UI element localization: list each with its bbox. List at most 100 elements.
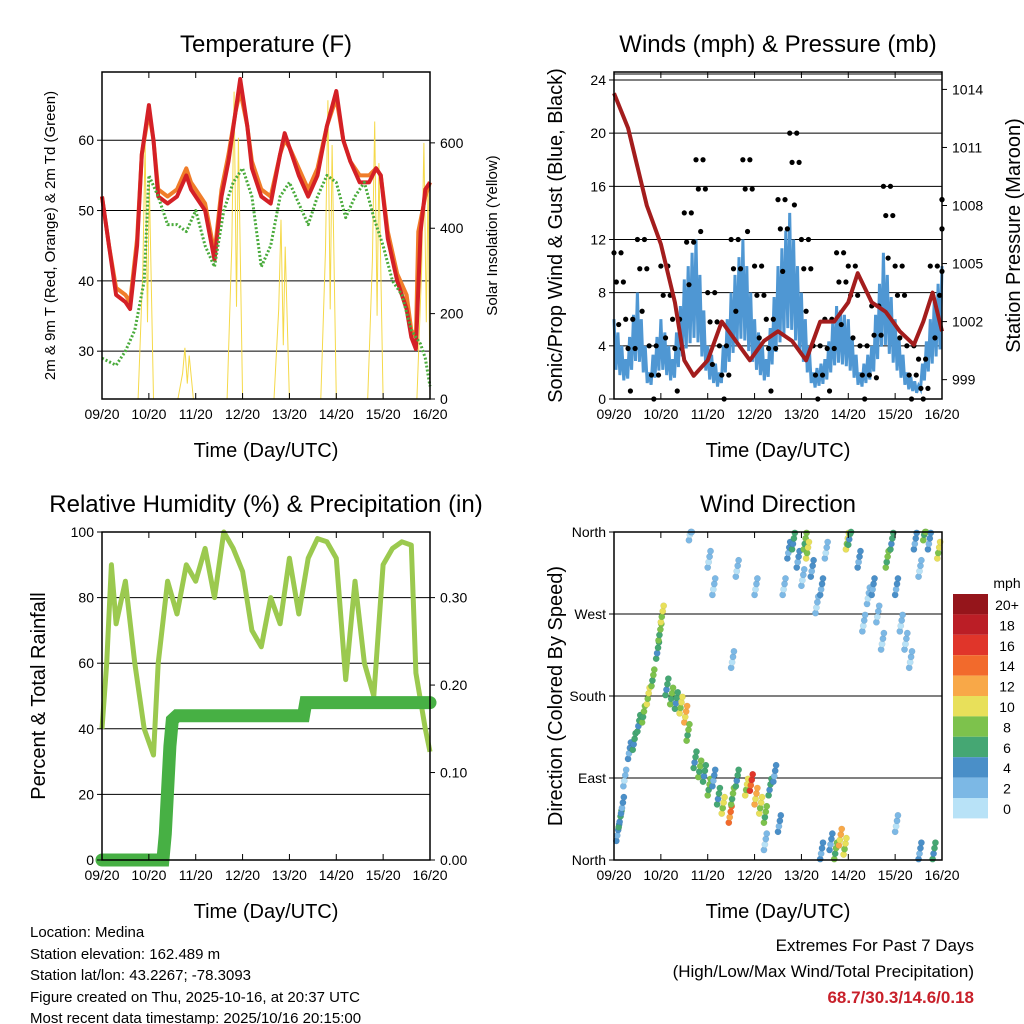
gust-point (639, 308, 645, 314)
x-axis-label: Time (Day/UTC) (706, 440, 851, 462)
gust-point (770, 316, 776, 322)
gust-point (646, 343, 652, 349)
gust-point (655, 372, 662, 378)
legend-label: 16 (999, 638, 1015, 654)
gust-point (648, 372, 655, 378)
gust-point (714, 319, 720, 325)
y-tick-label: South (569, 688, 606, 704)
x-tick-label: 09/20 (84, 406, 119, 422)
y-right-axis-label: Solar Insolation (Yellow) (484, 155, 501, 315)
gust-point (838, 321, 844, 328)
direction-point (908, 647, 916, 655)
gust-point (794, 130, 800, 136)
direction-point (791, 529, 799, 537)
direction-point (716, 784, 724, 792)
direction-point (828, 830, 836, 838)
gust-point (719, 372, 725, 378)
direction-point (707, 547, 714, 555)
gust-point (723, 343, 730, 349)
gust-point (616, 321, 622, 328)
gust-point (824, 345, 830, 352)
gust-point (843, 279, 849, 285)
gust-point (637, 266, 643, 272)
direction-point (650, 666, 658, 674)
gust-point (756, 335, 762, 341)
gust-point (780, 268, 786, 274)
gust-point (901, 292, 908, 298)
direction-point (749, 770, 757, 778)
x-tick-label: 16/20 (924, 406, 959, 422)
gust-point (766, 345, 772, 352)
gust-point (777, 226, 783, 232)
direction-point (772, 761, 780, 769)
direction-point (702, 761, 710, 769)
gust-point (728, 236, 734, 243)
gust-point (684, 239, 690, 245)
x-tick-label: 12/20 (737, 867, 772, 883)
legend-swatch (953, 655, 988, 676)
plot-frame (101, 531, 431, 861)
y-tick-label: 40 (78, 721, 94, 737)
gust-point (773, 345, 779, 352)
y-tick-label: 16 (590, 178, 606, 194)
y-right-axis-label: Station Pressure (Maroon) (1003, 118, 1024, 353)
direction-point (683, 702, 691, 710)
gust-point (887, 183, 894, 189)
direction-point (660, 602, 668, 610)
gust-point (897, 335, 903, 341)
temp-chart (97, 71, 435, 400)
gust-point (826, 388, 833, 394)
x-tick-label: 13/20 (784, 406, 819, 422)
chart-title: Temperature (F) (180, 31, 352, 58)
x-tick-label: 11/20 (179, 867, 213, 883)
gust-point (871, 332, 877, 338)
legend-swatch (953, 716, 988, 737)
gust-point (817, 343, 823, 349)
gust-point (681, 210, 687, 216)
y-tick-label: 12 (590, 231, 606, 247)
gust-point (787, 130, 793, 136)
gust-point (923, 356, 929, 362)
direction-point (678, 693, 686, 701)
gust-point (759, 263, 765, 269)
y-axis-label: Percent & Total Rainfall (28, 592, 50, 800)
gust-point (899, 263, 905, 269)
direction-point (838, 825, 846, 833)
gust-point (883, 212, 889, 219)
y-right-tick-label: 999 (952, 372, 976, 388)
legend-swatch (953, 594, 988, 615)
y-tick-label: 4 (598, 338, 606, 354)
solar-insolation-line (416, 142, 431, 400)
direction-point (880, 629, 888, 637)
direction-point (782, 575, 789, 582)
gust-point (740, 157, 746, 163)
gust-point (850, 335, 856, 341)
gust-point (709, 361, 716, 368)
gust-point (932, 335, 938, 341)
direction-point (697, 757, 705, 765)
x-tick-label: 10/20 (643, 406, 678, 422)
direction-point (913, 529, 921, 537)
legend-label: 12 (999, 679, 1015, 695)
gust-point (775, 197, 781, 203)
x-tick-label: 14/20 (319, 867, 354, 883)
solar-insolation-line (320, 100, 337, 400)
gust-point (845, 263, 851, 269)
direction-point (777, 811, 785, 819)
x-tick-label: 15/20 (366, 867, 401, 883)
direction-point (824, 538, 832, 546)
direction-point (735, 556, 743, 564)
direction-point (875, 602, 883, 610)
direction-point (753, 575, 761, 582)
gust-point (698, 228, 704, 235)
direction-point (721, 793, 729, 801)
gust-point (662, 335, 669, 341)
chart-title: Winds (mph) & Pressure (mb) (619, 31, 936, 58)
gust-point (789, 159, 795, 165)
direction-point (763, 802, 771, 810)
gust-point (716, 343, 723, 349)
gust-point (904, 343, 910, 349)
x-tick-label: 15/20 (878, 406, 913, 422)
legend-label: 18 (999, 617, 1015, 633)
direction-point (857, 547, 864, 555)
